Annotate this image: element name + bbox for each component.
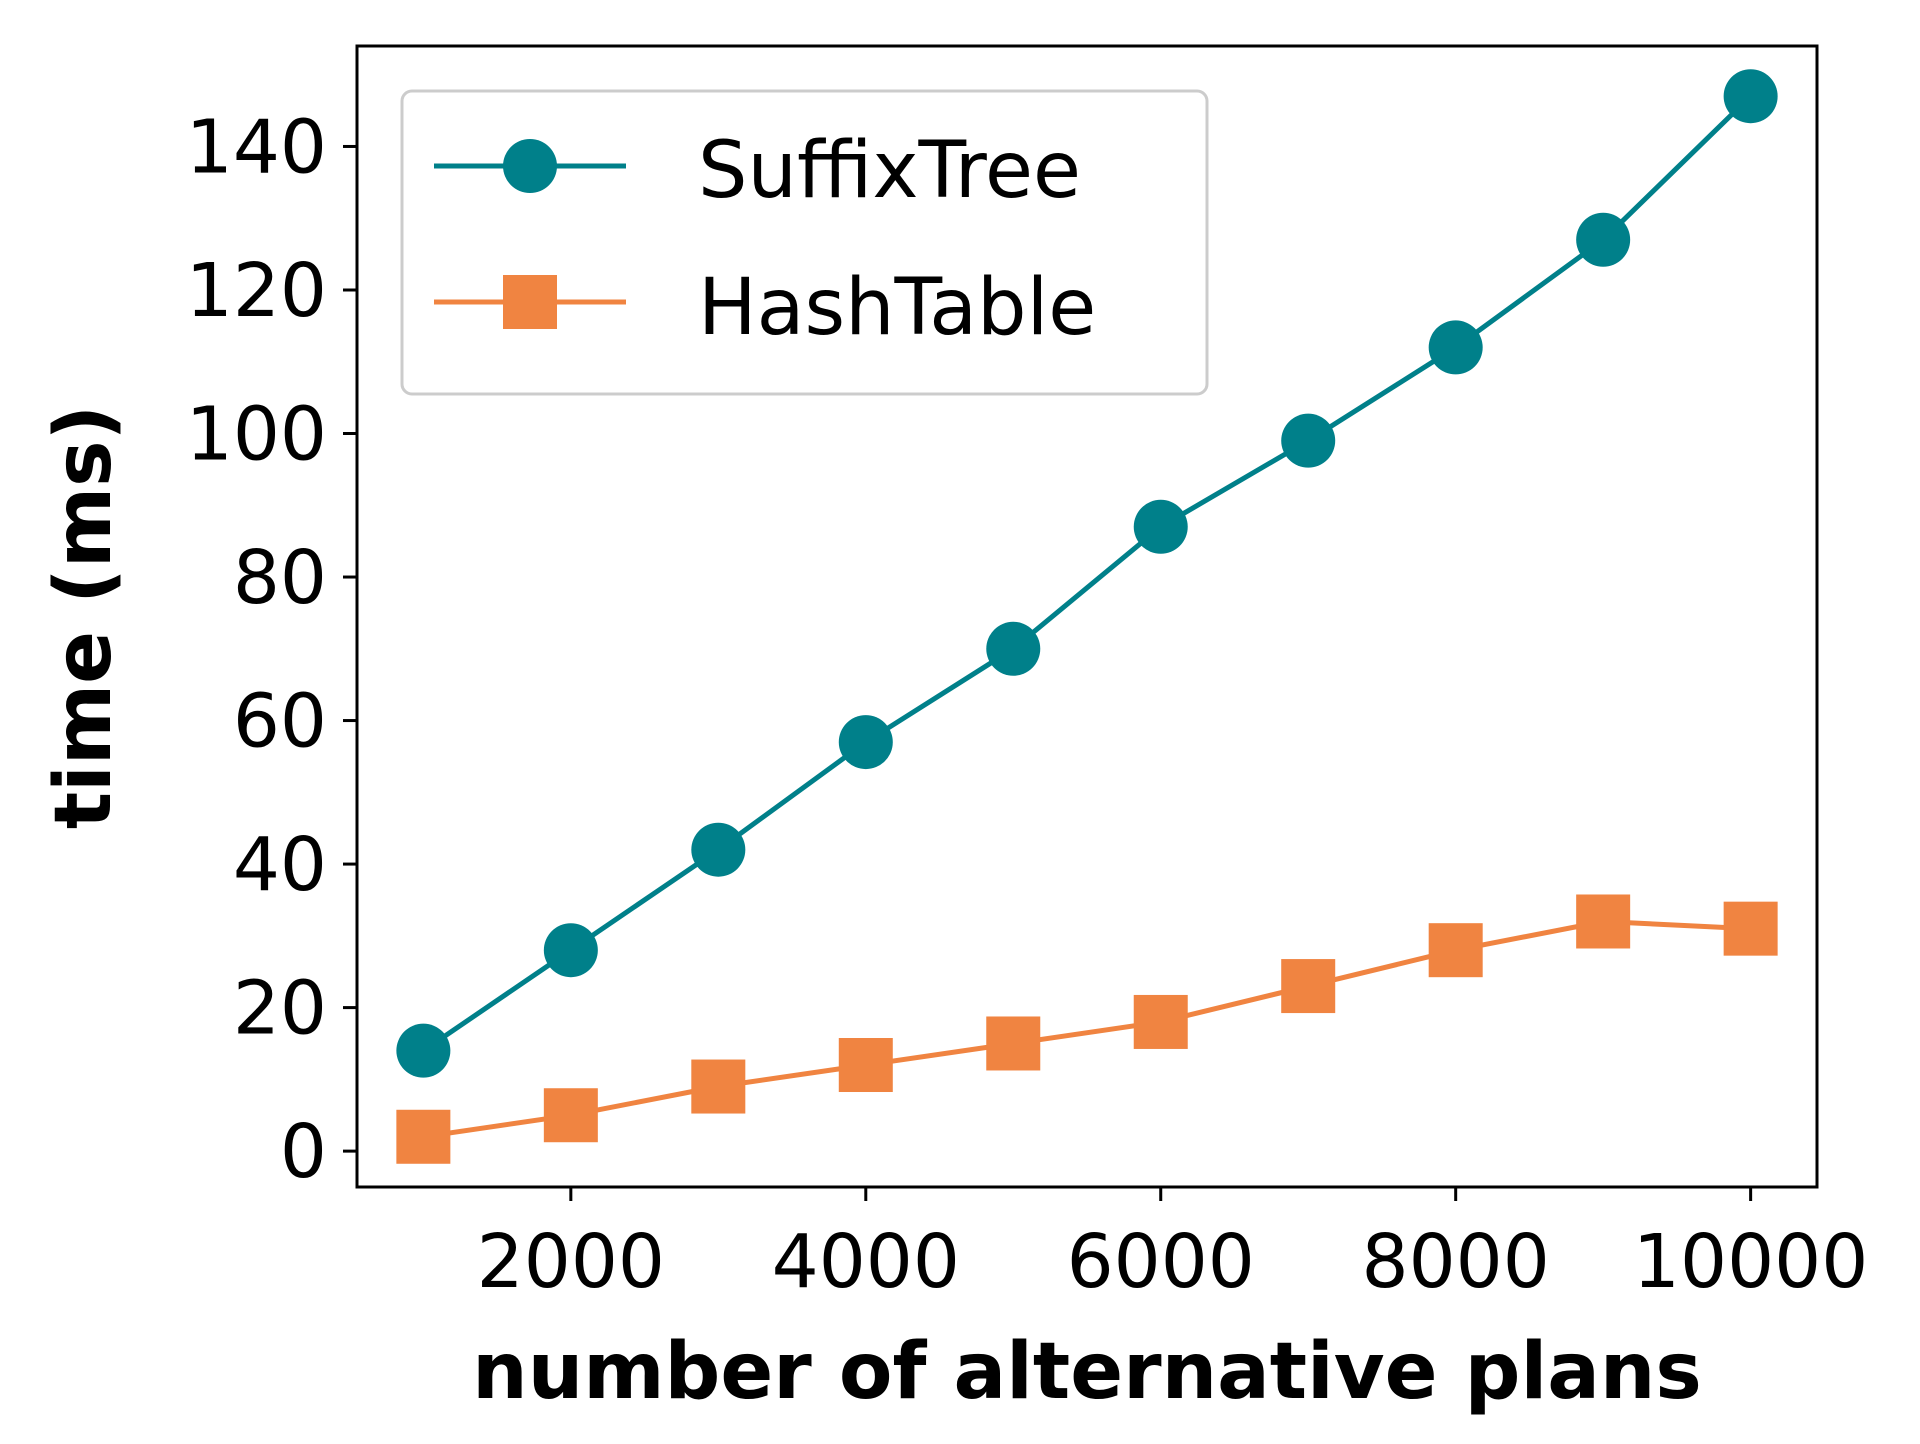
x-tick-label-2000: 2000 xyxy=(477,1219,665,1305)
data-point-hashtable-10000 xyxy=(1723,901,1778,956)
data-point-suffixtree-5000 xyxy=(986,621,1041,676)
legend: SuffixTree HashTable xyxy=(400,89,1209,396)
x-tick-label-4000: 4000 xyxy=(772,1219,960,1305)
x-tick-label-8000: 8000 xyxy=(1362,1219,1550,1305)
data-point-hashtable-1000 xyxy=(396,1109,451,1164)
data-point-hashtable-8000 xyxy=(1428,923,1483,978)
y-tick-label-0: 0 xyxy=(280,1109,327,1195)
data-point-hashtable-5000 xyxy=(986,1016,1041,1071)
y-tick-label-40: 40 xyxy=(233,822,327,908)
y-tick-label-100: 100 xyxy=(186,392,327,478)
data-point-hashtable-6000 xyxy=(1133,994,1188,1049)
data-point-suffixtree-3000 xyxy=(691,822,746,877)
legend-marker-hashtable xyxy=(503,275,557,329)
data-point-suffixtree-4000 xyxy=(838,715,893,770)
x-tick-label-10000: 10000 xyxy=(1633,1219,1868,1305)
data-point-hashtable-2000 xyxy=(543,1088,598,1143)
data-point-hashtable-4000 xyxy=(838,1038,893,1093)
data-point-suffixtree-9000 xyxy=(1576,212,1631,267)
y-tick-label-60: 60 xyxy=(233,679,327,765)
data-point-hashtable-7000 xyxy=(1281,959,1336,1014)
x-axis-label: number of alternative plans xyxy=(472,1327,1702,1417)
y-tick-label-140: 140 xyxy=(186,104,327,190)
legend-label-hashtable: HashTable xyxy=(698,263,1096,353)
plot-frame xyxy=(355,44,1819,1189)
series-suffixtree xyxy=(396,69,1778,1078)
data-point-suffixtree-8000 xyxy=(1428,320,1483,375)
data-point-suffixtree-10000 xyxy=(1723,69,1778,124)
series-layer xyxy=(396,69,1778,1164)
data-point-suffixtree-1000 xyxy=(396,1023,451,1078)
axis-ticks: 2000 4000 6000 8000 10000 0 20 40 60 80 100 120 140 xyxy=(186,104,1869,1305)
y-axis-label: time (ms) xyxy=(39,405,129,829)
data-point-hashtable-3000 xyxy=(691,1059,746,1114)
series-line-hashtable xyxy=(423,918,1751,1140)
legend-entries xyxy=(434,139,626,329)
data-point-suffixtree-2000 xyxy=(543,923,598,978)
y-tick-label-20: 20 xyxy=(233,966,327,1052)
x-tick-label-6000: 6000 xyxy=(1067,1219,1255,1305)
series-line-suffixtree xyxy=(421,94,1753,1053)
series-hashtable xyxy=(396,894,1778,1164)
legend-marker-suffixtree xyxy=(503,139,557,193)
data-point-suffixtree-6000 xyxy=(1133,499,1188,554)
data-point-hashtable-9000 xyxy=(1576,894,1631,949)
legend-label-suffixtree: SuffixTree xyxy=(698,126,1081,216)
y-tick-label-120: 120 xyxy=(186,248,327,334)
data-point-suffixtree-7000 xyxy=(1281,413,1336,468)
y-tick-label-80: 80 xyxy=(233,535,327,621)
